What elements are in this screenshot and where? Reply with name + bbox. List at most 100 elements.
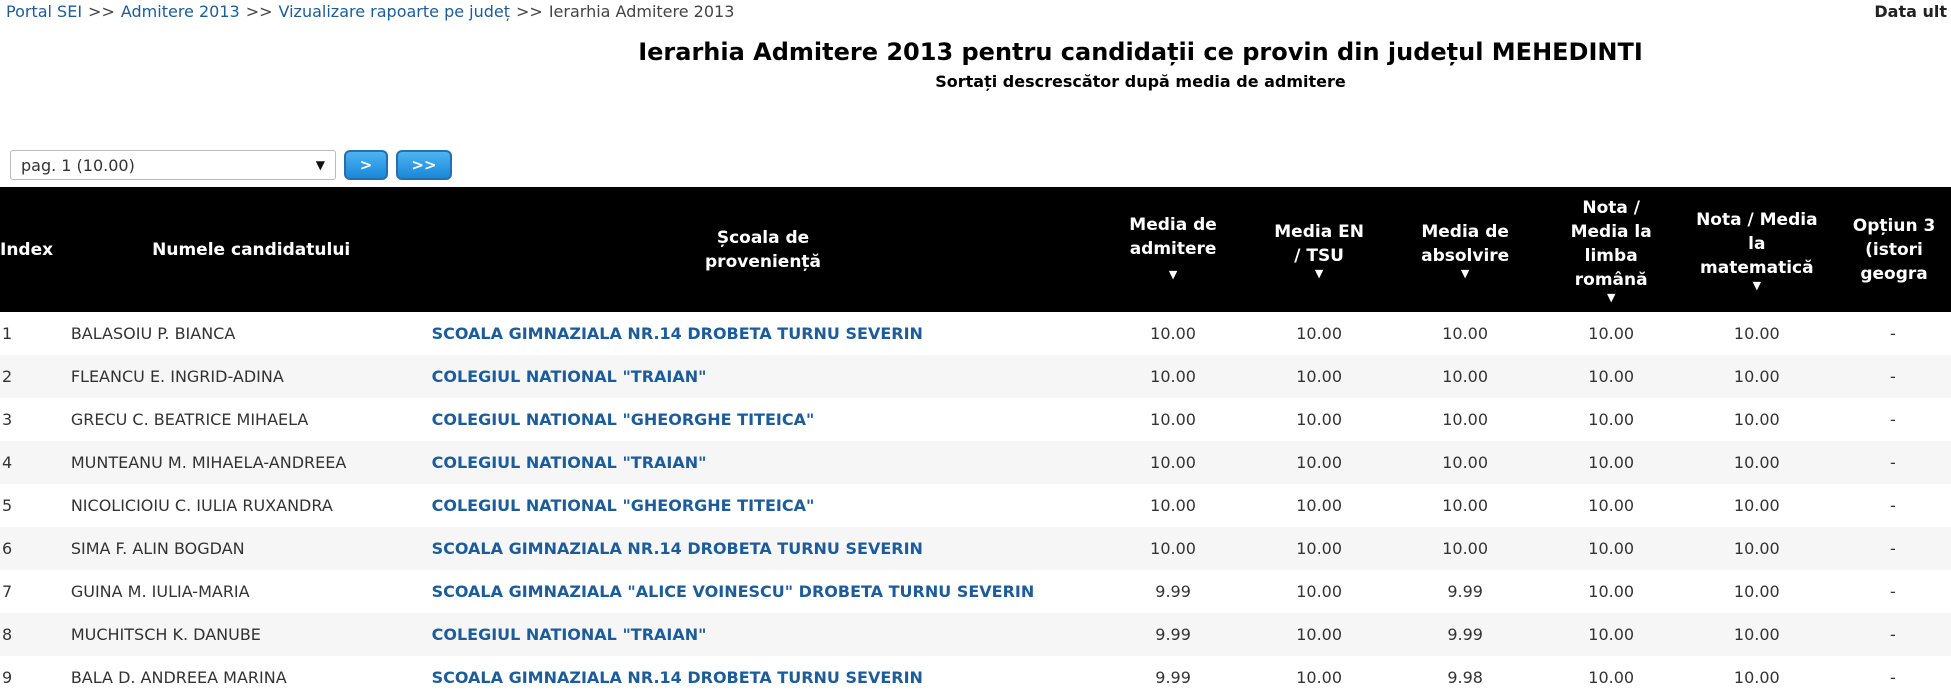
cell-media-absolvire: 10.00 — [1386, 527, 1544, 570]
school-link[interactable]: SCOALA GIMNAZIALA NR.14 DROBETA TURNU SE… — [431, 324, 923, 343]
cell-media-en: 10.00 — [1296, 496, 1343, 515]
cell-media-absolvire: 10.00 — [1442, 324, 1489, 343]
header-media-en[interactable]: Media EN / TSU ▼ — [1251, 187, 1387, 312]
breadcrumb-separator: >> — [88, 2, 115, 21]
sort-down-icon: ▼ — [1752, 278, 1762, 292]
cell-nota-matematica: 10.00 — [1733, 496, 1780, 515]
cell-media-absolvire: 10.00 — [1442, 496, 1489, 515]
cell-optiuni: - — [1835, 613, 1951, 656]
cell-school: SCOALA GIMNAZIALA NR.14 DROBETA TURNU SE… — [432, 656, 1095, 699]
cell-optiuni: - — [1890, 668, 1896, 687]
cell-school: SCOALA GIMNAZIALA "ALICE VOINESCU" DROBE… — [432, 570, 1095, 613]
cell-media-en: 10.00 — [1296, 410, 1343, 429]
cell-media-admitere: 10.00 — [1094, 355, 1252, 398]
table-row: 6 SIMA F. ALIN BOGDAN SCOALA GIMNAZIALA NR… — [0, 527, 1951, 570]
cell-media-absolvire: 10.00 — [1386, 355, 1544, 398]
cell-index: 3 — [2, 410, 13, 429]
header-label: Index — [0, 239, 54, 260]
school-link[interactable]: COLEGIUL NATIONAL "TRAIAN" — [431, 453, 707, 472]
breadcrumb: Portal SEI >> Admitere 2013 >> Vizualizare r… — [6, 2, 734, 22]
header-school[interactable]: Școala de proveniență — [431, 187, 1095, 312]
cell-optiuni: - — [1890, 582, 1896, 601]
header-media-absolvire[interactable]: Media de absolvire ▼ — [1386, 187, 1544, 312]
cell-media-absolvire: 9.99 — [1447, 582, 1483, 601]
header-label: Nota / Media la matematică — [1696, 209, 1818, 278]
header-index[interactable]: Index — [0, 187, 71, 312]
school-link[interactable]: SCOALA GIMNAZIALA NR.14 DROBETA TURNU SE… — [431, 668, 923, 687]
cell-nota-matematica: 10.00 — [1678, 613, 1836, 656]
cell-school: COLEGIUL NATIONAL "TRAIAN" — [431, 355, 1095, 398]
cell-media-absolvire: 9.98 — [1447, 668, 1483, 687]
cell-media-en: 10.00 — [1251, 613, 1387, 656]
breadcrumb-portal-sei[interactable]: Portal SEI — [6, 2, 83, 21]
cell-nota-matematica: 10.00 — [1733, 668, 1780, 687]
breadcrumb-rapoarte[interactable]: Vizualizare rapoarte pe județ — [278, 2, 511, 21]
cell-name: MUCHITSCH K. DANUBE — [70, 613, 432, 656]
cell-media-admitere: 10.00 — [1094, 441, 1252, 484]
header-name[interactable]: Numele candidatului — [70, 187, 432, 312]
header-nota-romana[interactable]: Nota / Media la limba română ▼ — [1543, 187, 1679, 312]
breadcrumb-current: Ierarhia Admitere 2013 — [548, 2, 735, 21]
table-row: 3 GRECU C. BEATRICE MIHAELA COLEGIUL NATIO… — [0, 398, 1951, 441]
cell-media-admitere: 9.99 — [1155, 582, 1191, 601]
cell-nota-romana: 10.00 — [1588, 324, 1635, 343]
cell-optiuni: - — [1890, 410, 1896, 429]
cell-nota-romana: 10.00 — [1543, 613, 1679, 656]
breadcrumb-separator: >> — [516, 2, 543, 21]
cell-media-en: 10.00 — [1251, 355, 1387, 398]
table-row: 8 MUCHITSCH K. DANUBE COLEGIUL NATIONAL "T… — [0, 613, 1951, 656]
cell-index: 7 — [2, 582, 13, 601]
cell-media-en: 10.00 — [1296, 324, 1343, 343]
breadcrumb-admitere[interactable]: Admitere 2013 — [120, 2, 240, 21]
cell-nota-matematica: 10.00 — [1678, 441, 1836, 484]
header-label: Numele candidatului — [152, 239, 351, 260]
cell-media-admitere: 10.00 — [1150, 496, 1196, 515]
cell-school: COLEGIUL NATIONAL "TRAIAN" — [431, 613, 1095, 656]
table-row: 5 NICOLICIOIU C. IULIA RUXANDRA COLEGIUL N… — [0, 484, 1951, 527]
cell-nota-matematica: 10.00 — [1733, 324, 1780, 343]
cell-media-en: 10.00 — [1251, 441, 1387, 484]
header-label: Media de admitere — [1129, 214, 1217, 259]
school-link[interactable]: COLEGIUL NATIONAL "GHEORGHE TITEICA" — [431, 410, 815, 429]
page-select[interactable]: pag. 1 (10.00) ▼ — [10, 150, 336, 180]
cell-index: 4 — [0, 441, 71, 484]
cell-media-absolvire: 10.00 — [1442, 410, 1489, 429]
sort-down-icon: ▼ — [1460, 266, 1470, 280]
cell-nota-matematica: 10.00 — [1733, 410, 1780, 429]
header-media-admitere[interactable]: Media de admitere ▼ — [1094, 187, 1252, 312]
cell-optiuni: - — [1835, 441, 1951, 484]
cell-nota-romana: 10.00 — [1543, 355, 1679, 398]
school-link[interactable]: COLEGIUL NATIONAL "GHEORGHE TITEICA" — [431, 496, 815, 515]
pager: pag. 1 (10.00) ▼ > >> — [10, 150, 452, 180]
cell-name: BALA D. ANDREEA MARINA — [70, 668, 287, 687]
cell-index: 1 — [2, 324, 13, 343]
header-label: Opțiun 3 (istori geogra — [1852, 215, 1936, 284]
cell-school: SCOALA GIMNAZIALA NR.14 DROBETA TURNU SE… — [432, 312, 1095, 355]
header-optiuni[interactable]: Opțiun 3 (istori geogra — [1835, 187, 1951, 312]
cell-optiuni: - — [1890, 496, 1896, 515]
school-link[interactable]: SCOALA GIMNAZIALA "ALICE VOINESCU" DROBE… — [431, 582, 1035, 601]
table-row: 4 MUNTEANU M. MIHAELA-ANDREEA COLEGIUL NAT… — [0, 441, 1951, 484]
next-page-button[interactable]: > — [344, 150, 388, 180]
cell-school: COLEGIUL NATIONAL "TRAIAN" — [431, 441, 1095, 484]
header-nota-matematica[interactable]: Nota / Media la matematică ▼ — [1678, 187, 1836, 312]
sort-down-icon: ▼ — [1314, 266, 1324, 280]
cell-optiuni: - — [1835, 527, 1951, 570]
header-label: Media de absolvire — [1421, 221, 1510, 266]
cell-nota-romana: 10.00 — [1588, 668, 1635, 687]
header-label: Școala de proveniență — [705, 227, 822, 272]
page-select-value: pag. 1 (10.00) — [21, 155, 135, 175]
school-link[interactable]: SCOALA GIMNAZIALA NR.14 DROBETA TURNU SE… — [431, 539, 923, 558]
school-link[interactable]: COLEGIUL NATIONAL "TRAIAN" — [431, 367, 707, 386]
cell-media-absolvire: 9.99 — [1386, 613, 1544, 656]
cell-school: COLEGIUL NATIONAL "GHEORGHE TITEICA" — [432, 398, 1095, 441]
last-page-button[interactable]: >> — [396, 150, 452, 180]
cell-media-en: 10.00 — [1296, 668, 1343, 687]
cell-name: GRECU C. BEATRICE MIHAELA — [70, 410, 309, 429]
school-link[interactable]: COLEGIUL NATIONAL "TRAIAN" — [431, 625, 707, 644]
header-label: Nota / Media la limba română — [1570, 197, 1652, 290]
cell-name: SIMA F. ALIN BOGDAN — [70, 527, 432, 570]
table-row: 9 BALA D. ANDREEA MARINA SCOALA GIMNAZIALA… — [0, 656, 1951, 699]
cell-name: NICOLICIOIU C. IULIA RUXANDRA — [70, 496, 333, 515]
cell-nota-romana: 10.00 — [1588, 582, 1635, 601]
